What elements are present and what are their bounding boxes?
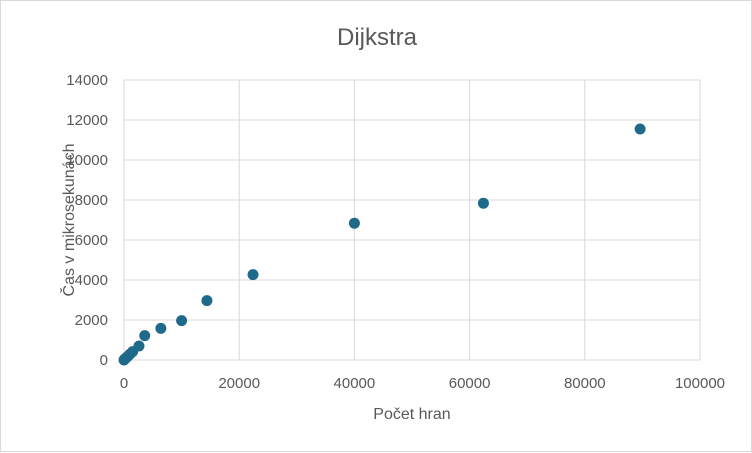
y-axis-label: Čas v mikrosekunách bbox=[59, 144, 78, 297]
data-point bbox=[155, 322, 167, 334]
gridlines bbox=[123, 79, 701, 361]
x-tick-label: 40000 bbox=[334, 375, 376, 392]
chart-title: Dijkstra bbox=[337, 24, 418, 51]
y-tick-label: 6000 bbox=[75, 232, 108, 249]
data-point bbox=[348, 217, 360, 229]
y-tick-label: 4000 bbox=[75, 272, 108, 289]
data-point bbox=[247, 269, 259, 281]
data-point bbox=[139, 330, 151, 342]
data-point bbox=[634, 123, 646, 135]
data-point bbox=[201, 295, 213, 307]
x-axis-label: Počet hran bbox=[373, 406, 450, 423]
x-tick-label: 80000 bbox=[564, 375, 606, 392]
y-tick-label: 0 bbox=[100, 352, 108, 369]
x-tick-label: 60000 bbox=[449, 375, 491, 392]
y-tick-label: 8000 bbox=[75, 192, 108, 209]
x-tick-label: 20000 bbox=[218, 375, 260, 392]
x-tick-label: 100000 bbox=[675, 375, 725, 392]
y-tick-label: 14000 bbox=[66, 72, 108, 89]
data-point bbox=[133, 340, 145, 352]
y-tick-label: 10000 bbox=[66, 152, 108, 169]
data-points bbox=[118, 123, 646, 366]
x-tick-label: 0 bbox=[120, 375, 128, 392]
y-tick-label: 12000 bbox=[66, 112, 108, 129]
y-tick-label: 2000 bbox=[75, 312, 108, 329]
data-point bbox=[477, 197, 489, 209]
tick-labels: 0 2000 4000 6000 8000 10000 12000 14000 0 20000 40… bbox=[66, 72, 725, 392]
data-point bbox=[176, 315, 188, 327]
